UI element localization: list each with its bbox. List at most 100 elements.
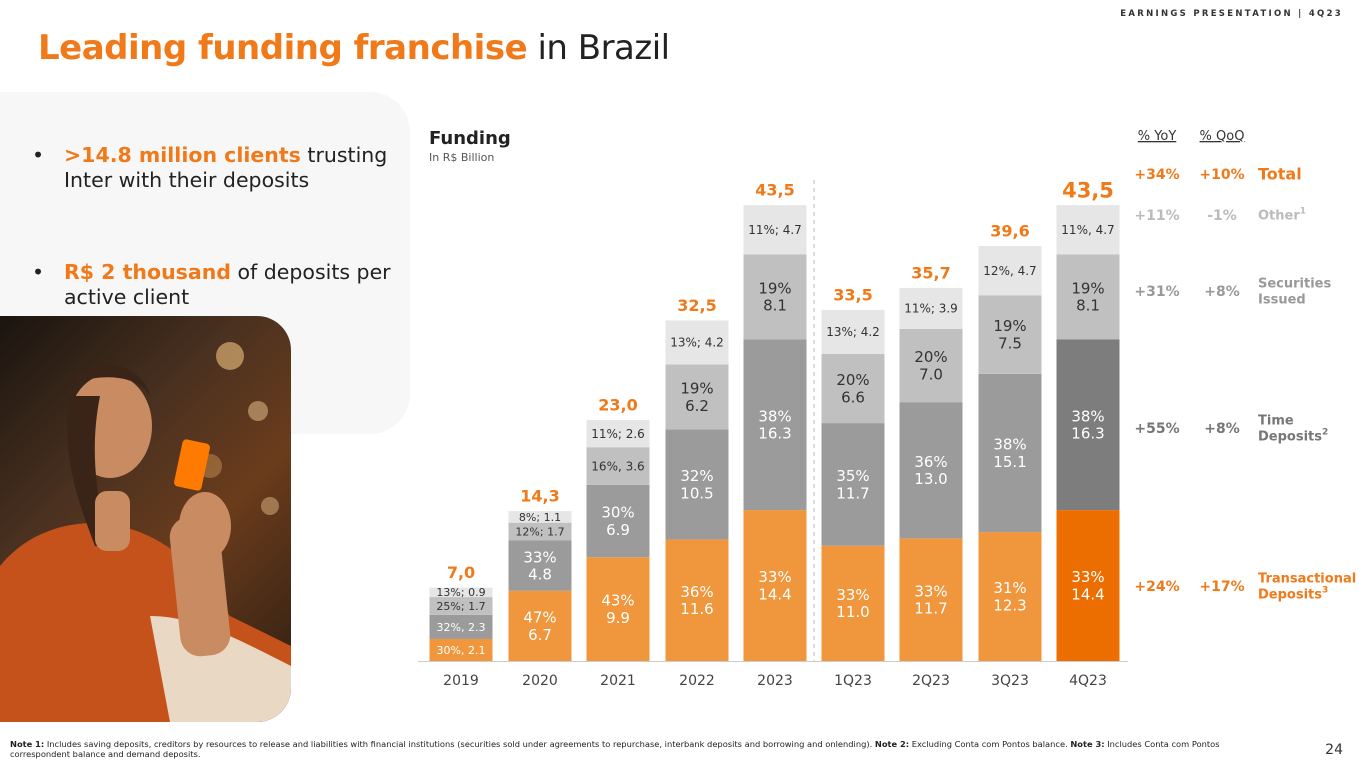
growth-qoq: -1% [1207,208,1237,224]
total-label: 23,0 [598,396,637,415]
bullet-dot: • [32,260,45,284]
note1-text: Includes saving deposits, creditors by r… [44,739,875,749]
bar-other [899,287,963,329]
bar-securities-issued [665,364,729,430]
growth-yoy: +31% [1134,284,1179,300]
bar-other [821,309,885,354]
growth-qoq: +8% [1204,284,1240,300]
bar-other [508,511,572,523]
growth-yoy: +24% [1134,579,1179,595]
segment-label: 43% 9.9 [601,592,634,627]
bullet-dot: • [32,143,45,167]
bar-other [743,205,807,255]
segment-label: 11%; 2.6 [591,427,645,441]
bar-time-deposits [1056,339,1120,511]
presentation-tag: EARNINGS PRESENTATION | 4Q23 [1120,9,1343,19]
bar-transactional-deposits [899,538,963,661]
bar-securities-issued [1056,254,1120,340]
note3-label: Note 3: [1070,739,1105,749]
segment-label: 19% 8.1 [1071,279,1104,314]
total-label: 43,5 [755,181,794,200]
note1-label: Note 1: [10,739,45,749]
growth-label: Securities Issued [1258,276,1331,307]
segment-label: 20% 7.0 [914,348,947,383]
segment-label: 8%; 1.1 [519,511,561,524]
bar-time-deposits [743,339,807,511]
segment-label: 25%; 1.7 [436,600,485,613]
segment-label: 36% 13.0 [914,453,947,488]
bar-other [1056,205,1120,255]
bar-time-deposits [508,540,572,591]
x-tick-label: 1Q23 [834,673,872,689]
bar-other [586,419,650,448]
x-tick-label: 2021 [600,673,636,689]
total-label: 32,5 [677,296,716,315]
x-tick-label: 2023 [757,673,793,689]
growth-qoq: +10% [1199,167,1244,183]
bar-transactional-deposits [586,557,650,661]
bar-transactional-deposits [743,510,807,661]
bar-transactional-deposits [821,545,885,661]
footnote: Note 1: Includes saving deposits, credit… [10,739,1270,759]
bar-transactional-deposits [429,638,493,661]
bar-time-deposits [665,429,729,540]
x-tick-label: 3Q23 [991,673,1029,689]
segment-label: 19% 8.1 [758,279,791,314]
segment-label: 19% 6.2 [680,380,713,415]
bullet-highlight: >14.8 million clients [64,143,301,167]
bar-securities-issued [978,295,1042,374]
page-title: Leading funding franchise in Brazil [38,28,670,68]
bar-transactional-deposits [1056,510,1120,661]
chart-subtitle: In R$ Billion [429,151,495,164]
qoq-header: % QoQ [1200,129,1245,144]
growth-yoy: +55% [1134,421,1179,437]
segment-label: 38% 16.3 [1071,407,1104,442]
segment-label: 13%; 0.9 [436,586,485,599]
segment-label: 33% 14.4 [1071,568,1104,603]
bar-other [978,245,1042,296]
note2-label: Note 2: [874,739,910,749]
segment-label: 16%, 3.6 [591,459,644,473]
bar-securities-issued [743,254,807,340]
client-photo-illustration [0,342,291,722]
segment-label: 31% 12.3 [993,579,1026,614]
growth-label: Transactional Deposits3 [1258,571,1356,602]
x-tick-label: 2019 [443,673,479,689]
bullet-text: of deposits per active client [64,260,391,309]
total-label: 43,5 [1062,178,1114,202]
page-number: 24 [1325,742,1343,758]
segment-label: 33% 14.4 [758,568,791,603]
total-label: 7,0 [447,563,475,582]
x-tick-label: 2Q23 [912,673,950,689]
bar-securities-issued [899,328,963,403]
segment-label: 11%; 4.7 [748,223,802,237]
bar-transactional-deposits [978,532,1042,661]
bullet-highlight: R$ 2 thousand [64,260,231,284]
bar-securities-issued [821,353,885,424]
segment-label: 32%, 2.3 [437,621,486,634]
segment-label: 12%; 1.7 [515,525,564,538]
yoy-header: % YoY [1138,129,1177,144]
bar-other [665,320,729,365]
x-tick-label: 2022 [679,673,715,689]
bar-time-deposits [586,484,650,558]
segment-label: 12%, 4.7 [983,264,1036,278]
segment-label: 13%; 4.2 [826,325,880,339]
total-label: 33,5 [833,286,872,305]
title-rest: in Brazil [527,28,670,68]
x-tick-label: 4Q23 [1069,673,1107,689]
bullet-text: trusting Inter with their deposits [64,143,388,192]
growth-qoq: +8% [1204,421,1240,437]
note2-text: Excluding Conta com Pontos balance. [909,739,1071,749]
segment-label: 20% 6.6 [836,371,869,406]
bar-time-deposits [429,614,493,639]
segment-label: 47% 6.7 [523,609,556,644]
total-label: 39,6 [990,222,1029,241]
growth-label: Other1 [1258,207,1306,224]
client-photo [0,316,291,722]
segment-label: 11%; 3.9 [904,302,958,316]
growth-label: Total [1258,165,1302,184]
growth-qoq: +17% [1199,579,1244,595]
bar-time-deposits [978,373,1042,533]
growth-label: Time Deposits2 [1258,413,1328,444]
